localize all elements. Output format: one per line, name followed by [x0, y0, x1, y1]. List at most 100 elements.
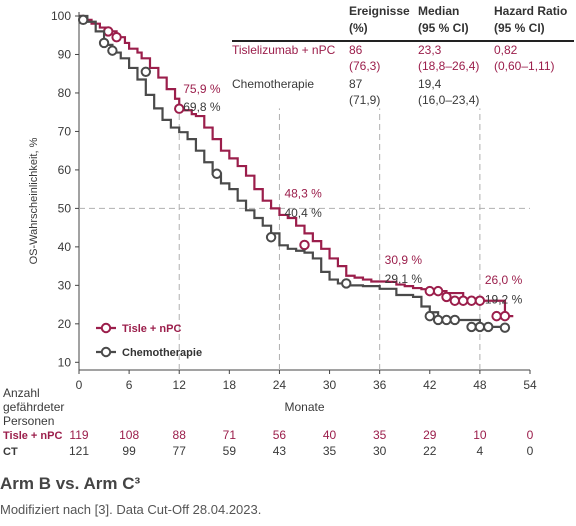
x-tick-label: 18 — [223, 378, 237, 392]
censor-marker — [466, 321, 477, 333]
tisle-landmark-label: 75,9 % — [183, 82, 221, 96]
y-tick-label: 10 — [58, 355, 72, 369]
table-header: Hazard Ratio — [494, 4, 567, 18]
chemo-landmark-label: 29,1 % — [385, 272, 423, 286]
censor-marker — [499, 322, 511, 333]
table-cell: (18,8–26,4) — [418, 59, 479, 73]
censor-marker — [424, 285, 435, 297]
legend-swatch-marker — [100, 322, 112, 334]
y-tick-label: 90 — [58, 47, 72, 61]
table-header-sub: (95 % CI) — [418, 21, 469, 35]
table-cell: (16,0–23,4) — [418, 93, 479, 107]
y-tick-label: 20 — [58, 317, 72, 331]
at-risk-value: 119 — [69, 428, 88, 442]
tisle-npc-curve — [79, 14, 514, 318]
censor-marker — [432, 285, 444, 297]
censor-marker — [457, 295, 469, 306]
at-risk-value: 99 — [122, 444, 136, 458]
x-tick-label: 42 — [423, 378, 437, 392]
at-risk-heading: gefährdeter — [3, 400, 64, 414]
legend-label: Chemotherapie — [122, 347, 202, 359]
censor-marker — [98, 37, 110, 49]
at-risk-value: 56 — [273, 428, 287, 442]
at-risk-value: 40 — [323, 428, 337, 442]
table-row-label: Chemotherapie — [232, 77, 314, 91]
censor-marker — [174, 103, 185, 114]
censor-marker — [474, 321, 486, 333]
at-risk-value: 30 — [373, 444, 387, 458]
at-risk-value: 35 — [373, 428, 387, 442]
censor-marker — [441, 291, 452, 303]
table-cell: (76,3) — [349, 59, 380, 73]
table-header: Ereignisse — [349, 4, 410, 18]
at-risk-row-label: CT — [3, 446, 18, 458]
censor-marker — [341, 278, 352, 289]
table-header-sub: (95 % CI) — [494, 21, 545, 35]
at-risk-value: 121 — [69, 444, 89, 458]
table-cell: 23,3 — [418, 43, 442, 57]
censor-marker — [107, 45, 118, 56]
x-tick-label: 48 — [473, 378, 487, 392]
censor-marker — [449, 295, 461, 306]
at-risk-value: 22 — [423, 444, 437, 458]
x-axis-label: Monate — [284, 400, 324, 414]
y-axis-label: OS-Wahrscheinlichkeit, % — [28, 137, 40, 264]
tisle-landmark-label: 26,0 % — [485, 273, 523, 287]
y-tick-label: 70 — [58, 124, 72, 138]
y-tick-label: 80 — [58, 86, 72, 100]
censor-marker — [441, 314, 452, 326]
table-cell: (71,9) — [349, 93, 380, 107]
censor-marker — [483, 321, 494, 333]
figure-title: Arm B vs. Arm C³ — [0, 474, 141, 493]
y-tick-label: 50 — [58, 201, 72, 215]
at-risk-value: 0 — [527, 444, 534, 458]
y-tick-label: 40 — [58, 240, 72, 254]
legend-swatch-marker — [100, 346, 112, 358]
at-risk-row-label: Tisle + nPC — [3, 430, 62, 442]
table-cell: (0,60–1,11) — [494, 59, 555, 73]
at-risk-value: 59 — [223, 444, 237, 458]
at-risk-value: 10 — [473, 428, 487, 442]
figure-source-note: Modifiziert nach [3]. Data Cut-Off 28.04… — [0, 502, 262, 517]
at-risk-value: 88 — [173, 428, 187, 442]
censor-marker — [299, 239, 310, 251]
censor-marker — [103, 26, 114, 37]
censor-marker — [449, 314, 461, 326]
censor-marker — [77, 14, 89, 26]
censor-marker — [265, 232, 277, 243]
table-cell: 87 — [349, 77, 363, 91]
y-tick-label: 100 — [51, 9, 71, 23]
at-risk-value: 35 — [323, 444, 337, 458]
tisle-landmark-label: 48,3 % — [284, 187, 322, 201]
at-risk-heading: Anzahl — [3, 386, 40, 400]
table-header: Median — [418, 4, 459, 18]
censor-marker — [111, 31, 122, 43]
censor-marker — [211, 168, 223, 179]
x-tick-label: 0 — [76, 378, 83, 392]
x-tick-label: 36 — [373, 378, 387, 392]
at-risk-value: 43 — [273, 444, 287, 458]
at-risk-heading: Personen — [3, 414, 54, 428]
at-risk-value: 4 — [477, 444, 484, 458]
at-risk-value: 108 — [119, 428, 139, 442]
censor-marker — [466, 295, 477, 306]
censor-marker — [474, 295, 486, 306]
table-row-label: Tislelizumab + nPC — [232, 43, 336, 57]
y-tick-label: 60 — [58, 163, 72, 177]
legend-label: Tisle + nPC — [122, 323, 181, 335]
chemo-landmark-label: 19,2 % — [485, 292, 523, 306]
censor-marker — [491, 310, 502, 322]
at-risk-value: 77 — [173, 444, 187, 458]
x-tick-label: 30 — [323, 378, 337, 392]
x-tick-label: 54 — [523, 378, 537, 392]
censor-marker — [499, 310, 511, 322]
y-tick-label: 30 — [58, 278, 72, 292]
x-tick-label: 24 — [273, 378, 287, 392]
at-risk-value: 71 — [223, 428, 237, 442]
table-cell: 19,4 — [418, 77, 442, 91]
table-cell: 0,82 — [494, 43, 518, 57]
censor-marker — [140, 66, 152, 77]
censor-marker — [424, 310, 435, 322]
table-cell: 86 — [349, 43, 363, 57]
